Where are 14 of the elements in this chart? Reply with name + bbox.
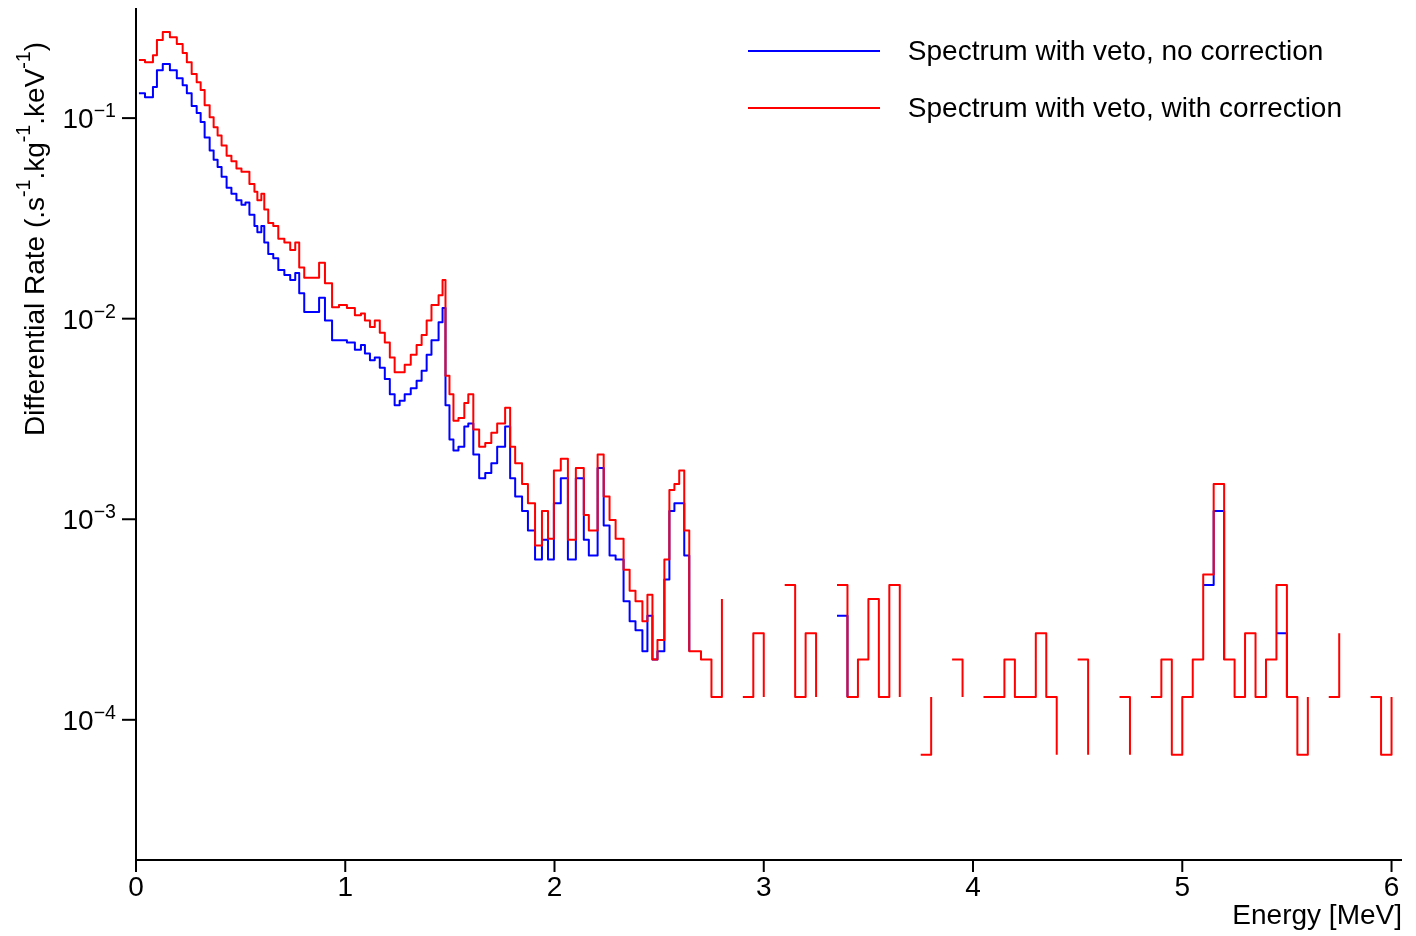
x-tick-label: 5 [1174, 871, 1191, 902]
y-tick-label: 10$^{−1}$ [62, 99, 116, 135]
y-tick-label: 10$^{−3}$ [62, 500, 117, 536]
x-tick-label: 1 [337, 871, 354, 902]
x-tick-label: 4 [965, 871, 981, 902]
x-axis-title: Energy [MeV] [1232, 899, 1402, 930]
x-tick-label: 3 [755, 871, 772, 902]
y-tick-label: 10$^{−4}$ [62, 700, 117, 736]
x-tick-label: 0 [128, 871, 144, 902]
y-tick-label: 10$^{−2}$ [62, 299, 116, 335]
x-tick-label: 2 [546, 871, 563, 902]
x-tick-label: 6 [1383, 871, 1400, 902]
legend-label: Spectrum with veto, with correction [907, 91, 1342, 124]
legend-label: Spectrum with veto, no correction [907, 34, 1324, 67]
